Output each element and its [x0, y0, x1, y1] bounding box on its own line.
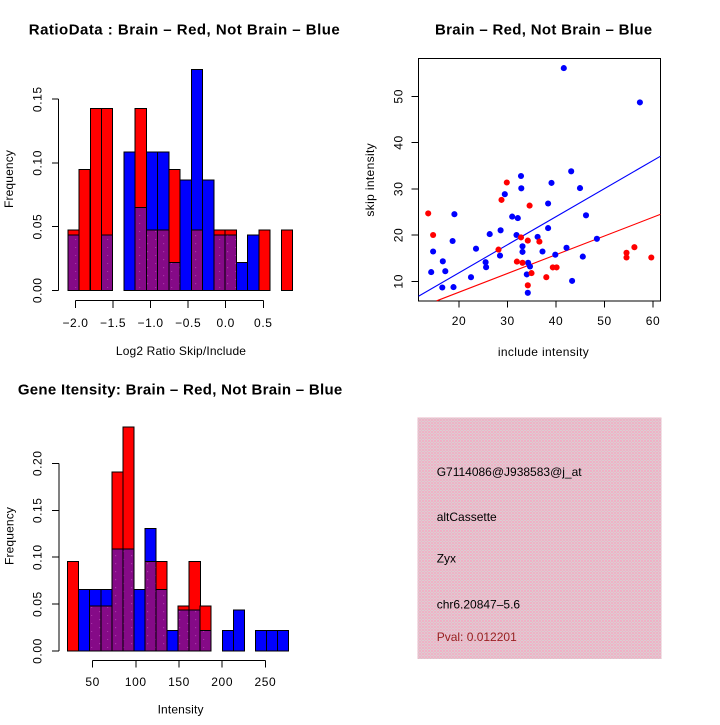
svg-text:50: 50 [85, 675, 100, 689]
svg-text:0.10: 0.10 [31, 150, 45, 176]
svg-text:100: 100 [125, 675, 147, 689]
svg-text:Intensity: Intensity [158, 703, 204, 717]
svg-text:250: 250 [254, 675, 276, 689]
svg-text:0.00: 0.00 [31, 638, 45, 664]
svg-text:200: 200 [211, 675, 233, 689]
svg-text:150: 150 [168, 675, 190, 689]
svg-text:0.15: 0.15 [31, 86, 45, 112]
svg-text:40: 40 [392, 135, 406, 150]
svg-text:−1.0: −1.0 [138, 316, 164, 330]
svg-text:50: 50 [597, 314, 612, 328]
svg-text:40: 40 [549, 314, 564, 328]
svg-text:−0.5: −0.5 [175, 316, 201, 330]
svg-text:0.15: 0.15 [31, 497, 45, 523]
svg-text:Pval: 0.012201: Pval: 0.012201 [437, 630, 517, 644]
svg-text:G7114086@J938583@j_at: G7114086@J938583@j_at [437, 465, 583, 479]
svg-text:0.05: 0.05 [31, 591, 45, 617]
svg-text:altCassette: altCassette [437, 510, 497, 524]
svg-text:RatioData : Brain – Red, Not B: RatioData : Brain – Red, Not Brain – Blu… [29, 22, 340, 39]
svg-text:0.10: 0.10 [31, 544, 45, 570]
svg-text:chr6.20847–5.6: chr6.20847–5.6 [437, 597, 521, 611]
svg-text:20: 20 [452, 314, 467, 328]
svg-text:skip intensity: skip intensity [363, 143, 377, 217]
svg-text:Frequency: Frequency [2, 507, 16, 565]
svg-text:60: 60 [646, 314, 661, 328]
svg-text:−2.0: −2.0 [62, 316, 88, 330]
svg-text:0.05: 0.05 [31, 214, 45, 240]
svg-text:30: 30 [500, 314, 515, 328]
svg-text:Log2 Ratio Skip/Include: Log2 Ratio Skip/Include [116, 344, 246, 358]
svg-text:Zyx: Zyx [437, 552, 456, 566]
svg-text:50: 50 [392, 89, 406, 104]
svg-text:30: 30 [392, 182, 406, 197]
svg-text:20: 20 [392, 228, 406, 243]
svg-text:Brain – Red, Not Brain – Blue: Brain – Red, Not Brain – Blue [435, 22, 652, 39]
svg-text:0.0: 0.0 [216, 316, 234, 330]
svg-text:Frequency: Frequency [2, 150, 16, 208]
svg-text:−1.5: −1.5 [100, 316, 126, 330]
svg-text:Gene Itensity: Brain – Red, No: Gene Itensity: Brain – Red, Not Brain – … [18, 381, 343, 398]
svg-text:0.00: 0.00 [31, 277, 45, 303]
svg-text:0.20: 0.20 [31, 450, 45, 476]
svg-text:0.5: 0.5 [254, 316, 272, 330]
svg-text:include intensity: include intensity [498, 345, 589, 359]
svg-text:10: 10 [392, 274, 406, 289]
